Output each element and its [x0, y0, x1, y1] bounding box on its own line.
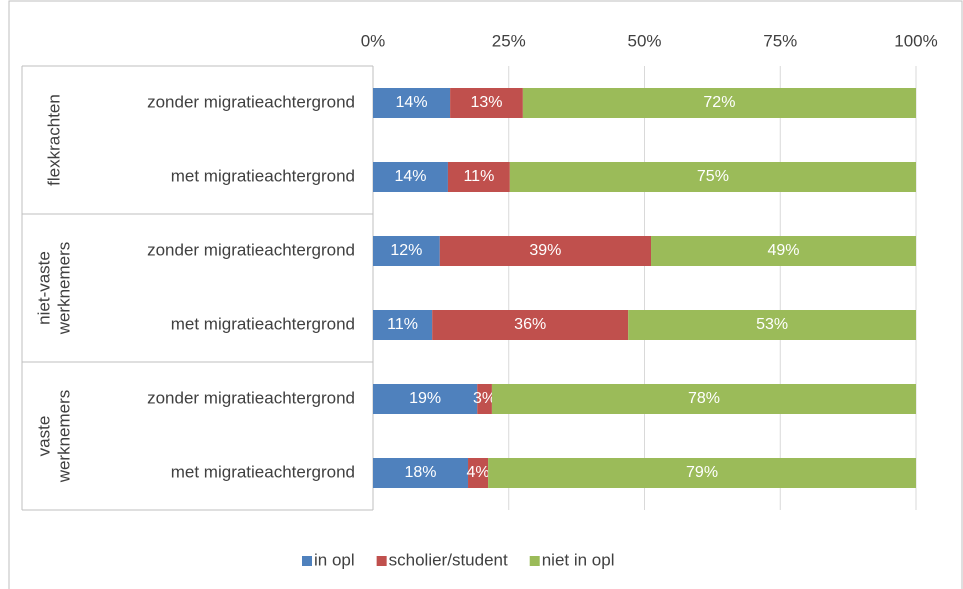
value-label: 14%: [396, 94, 428, 111]
x-tick-label: 25%: [492, 31, 526, 50]
bar-segment: [447, 162, 510, 192]
bar-segment: [373, 88, 451, 118]
category-label: zonder migratieachtergrond: [147, 92, 355, 111]
bar-segment: [522, 88, 916, 118]
bar-segment: [509, 162, 916, 192]
bar-segment: [432, 310, 629, 340]
group-label: niet-vaste: [34, 251, 53, 325]
value-label: 11%: [463, 168, 494, 185]
x-tick-label: 0%: [361, 31, 386, 50]
legend-label: scholier/student: [389, 550, 508, 569]
value-label: 36%: [514, 316, 546, 333]
group-label: vaste: [34, 416, 53, 457]
category-label: met migratieachtergrond: [171, 462, 355, 481]
legend-swatch: [529, 556, 540, 566]
bar-segment: [477, 384, 492, 414]
legend-swatch: [302, 556, 312, 566]
bar-segment: [488, 458, 916, 488]
bar-segment: [628, 310, 916, 340]
bar-segment: [651, 236, 916, 266]
x-tick-label: 50%: [627, 31, 661, 50]
bar-segment: [450, 88, 523, 118]
legend-label: niet in opl: [542, 550, 615, 569]
value-label: 75%: [697, 168, 729, 185]
value-label: 12%: [390, 242, 422, 259]
category-label: met migratieachtergrond: [171, 314, 355, 333]
value-label: 19%: [409, 390, 441, 407]
group-label: werknemers: [54, 390, 73, 484]
value-label: 11%: [387, 316, 418, 333]
value-label: 72%: [703, 94, 735, 111]
value-label: 14%: [394, 168, 426, 185]
value-label: 13%: [470, 94, 502, 111]
group-label: werknemers: [54, 242, 73, 336]
value-label: 18%: [404, 464, 436, 481]
category-label: zonder migratieachtergrond: [147, 388, 355, 407]
bar-segment: [373, 458, 469, 488]
value-label: 53%: [756, 316, 788, 333]
bar-segment: [491, 384, 916, 414]
value-label: 79%: [686, 464, 718, 481]
value-label: 39%: [529, 242, 561, 259]
category-label: zonder migratieachtergrond: [147, 240, 355, 259]
value-label: 49%: [767, 242, 799, 259]
group-label: flexkrachten: [44, 94, 63, 186]
bar-segment: [373, 162, 448, 192]
bar-segment: [373, 236, 440, 266]
legend-swatch: [376, 556, 387, 566]
bar-segment: [373, 310, 433, 340]
legend-label: in opl: [314, 550, 355, 569]
x-tick-label: 100%: [894, 31, 937, 50]
bar-segment: [468, 458, 489, 488]
x-tick-label: 75%: [763, 31, 797, 50]
value-label: 78%: [688, 390, 720, 407]
bar-segment: [439, 236, 652, 266]
value-label: 4%: [467, 464, 490, 481]
bar-segment: [373, 384, 478, 414]
category-label: met migratieachtergrond: [171, 166, 355, 185]
value-label: 3%: [473, 390, 496, 407]
